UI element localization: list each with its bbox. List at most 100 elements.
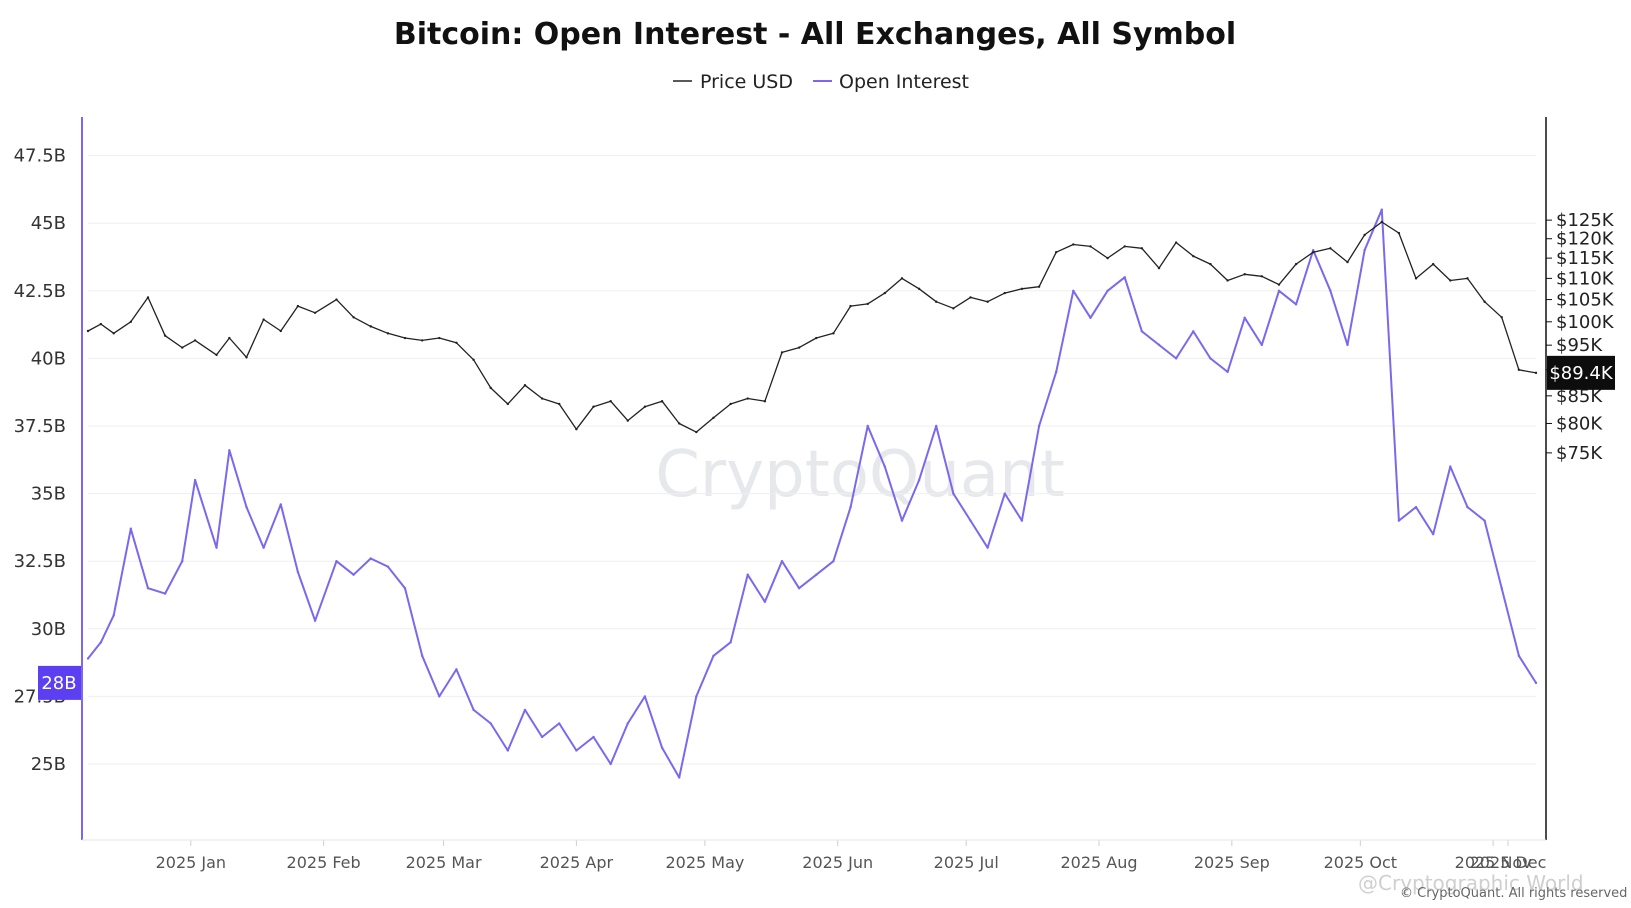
- open-interest-point: [352, 573, 355, 576]
- price-point: [969, 296, 972, 299]
- price-point: [420, 339, 424, 342]
- open-interest-point: [146, 587, 150, 590]
- open-interest-point: [849, 505, 852, 509]
- open-interest-point: [386, 565, 390, 568]
- open-interest-point: [1003, 492, 1006, 495]
- x-tick-label: 2025 May: [665, 853, 744, 872]
- price-point: [181, 346, 184, 349]
- open-interest-point: [1277, 289, 1281, 292]
- open-interest-point: [1380, 208, 1383, 211]
- price-point: [540, 397, 544, 400]
- open-interest-point: [660, 746, 664, 749]
- x-tick-label: 2025 Mar: [406, 853, 482, 872]
- price-point: [1294, 262, 1298, 266]
- left-tick-label: 30B: [31, 619, 66, 640]
- open-interest-point: [1329, 289, 1332, 292]
- price-point: [1414, 277, 1418, 280]
- price-point: [228, 336, 231, 340]
- price-point: [129, 320, 133, 323]
- open-interest-point: [1414, 505, 1418, 509]
- open-interest-point: [420, 654, 424, 658]
- price-point: [660, 400, 664, 403]
- open-interest-point: [228, 449, 231, 452]
- open-interest-point: [1534, 681, 1538, 685]
- right-tick-label: $115K: [1556, 248, 1615, 269]
- price-point: [712, 416, 715, 420]
- open-interest-point: [592, 735, 595, 739]
- price-point: [1483, 300, 1486, 303]
- open-interest-points: [86, 208, 1538, 779]
- open-interest-point: [1312, 249, 1315, 252]
- right-tick-label: $120K: [1556, 229, 1615, 250]
- price-current-badge: $89.4K: [1547, 355, 1615, 390]
- price-point: [1449, 279, 1452, 282]
- price-point: [1260, 275, 1264, 278]
- price-point: [506, 402, 510, 406]
- open-interest-point: [245, 505, 248, 509]
- left-tick-label: 47.5B: [14, 146, 66, 167]
- open-interest-point: [335, 560, 338, 563]
- x-tick-label: 2025 Oct: [1324, 853, 1397, 872]
- x-tick-label: 2025 Jan: [156, 853, 226, 872]
- price-point: [1431, 262, 1435, 266]
- left-tick-label: 25B: [31, 754, 66, 775]
- open-interest-point: [86, 657, 90, 660]
- open-interest-point: [1054, 370, 1058, 374]
- price-point: [112, 332, 115, 335]
- open-interest-point: [1517, 654, 1521, 658]
- oi-current-badge: 28B: [38, 665, 81, 700]
- price-point: [1500, 316, 1503, 319]
- legend-label-open-interest: Open Interest: [839, 71, 969, 93]
- price-point: [1312, 251, 1315, 254]
- open-interest-point: [763, 600, 767, 603]
- right-tick-label: $125K: [1556, 210, 1615, 231]
- open-interest-point: [523, 708, 527, 712]
- price-point: [746, 397, 749, 400]
- price-badge-box: [1547, 355, 1615, 390]
- price-badge-label: $89.4K: [1549, 363, 1614, 384]
- series-open-interest: [87, 208, 1537, 779]
- price-point: [832, 332, 835, 335]
- right-tick-label: $85K: [1556, 386, 1603, 407]
- open-interest-point: [215, 546, 218, 549]
- open-interest-point: [952, 492, 955, 495]
- chart-title: Bitcoin: Open Interest - All Exchanges, …: [394, 17, 1236, 52]
- open-interest-point: [780, 560, 784, 563]
- open-interest-point: [1260, 343, 1264, 347]
- left-tick-label: 42.5B: [14, 281, 66, 302]
- open-interest-point: [193, 478, 197, 482]
- open-interest-point: [609, 762, 612, 766]
- left-tick-label: 40B: [31, 348, 66, 369]
- price-point: [1209, 262, 1212, 266]
- price-point: [369, 325, 372, 328]
- open-interest-point: [506, 749, 510, 752]
- price-point: [296, 304, 300, 308]
- price-point: [1037, 285, 1041, 288]
- open-interest-point: [540, 735, 544, 739]
- price-point: [849, 304, 852, 308]
- price-point: [1243, 273, 1246, 276]
- left-tick-label: 35B: [31, 484, 66, 505]
- price-point: [900, 277, 904, 280]
- right-tick-label: $105K: [1556, 290, 1615, 311]
- price-point: [592, 405, 595, 408]
- price-point: [472, 358, 475, 361]
- price-point: [883, 291, 887, 295]
- open-interest-point: [1363, 249, 1366, 252]
- open-interest-point: [112, 614, 115, 617]
- watermark-text: CryptoQuant: [655, 438, 1065, 512]
- open-interest-point: [438, 695, 441, 698]
- open-interest-point: [279, 503, 282, 506]
- price-point: [1517, 368, 1521, 372]
- copyright-footer: © CryptoQuant. All rights reserved: [1400, 886, 1627, 901]
- open-interest-point: [935, 424, 938, 428]
- open-interest-point: [1294, 303, 1298, 306]
- open-interest-point: [403, 587, 407, 590]
- price-point: [1054, 251, 1058, 254]
- open-interest-point: [1431, 532, 1435, 536]
- price-point: [193, 339, 197, 342]
- open-interest-point: [1123, 276, 1126, 279]
- open-interest-point: [1020, 519, 1024, 522]
- open-interest-point: [262, 546, 265, 549]
